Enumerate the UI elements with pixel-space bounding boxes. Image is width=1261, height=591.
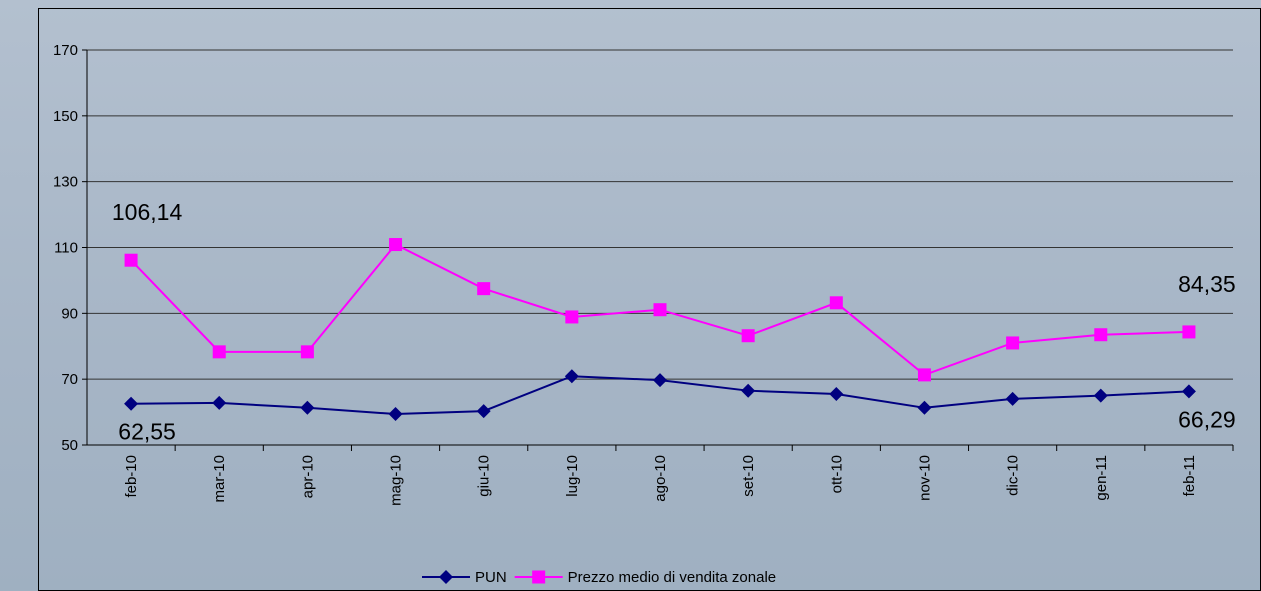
data-point (477, 282, 491, 296)
data-label: 106,14 (112, 199, 183, 225)
data-point (917, 400, 932, 415)
data-point (212, 395, 227, 410)
y-tick-label: 130 (53, 174, 78, 191)
data-point (1093, 388, 1108, 403)
data-point (1005, 391, 1020, 406)
data-point (829, 296, 843, 310)
data-point (564, 369, 579, 384)
data-point (1182, 325, 1196, 339)
data-point (1094, 328, 1108, 342)
data-point (1181, 384, 1196, 399)
y-tick-label: 170 (53, 42, 78, 59)
data-point (653, 373, 667, 388)
data-point (389, 238, 403, 252)
legend-item: Prezzo medio di vendita zonale (514, 569, 776, 586)
data-point (476, 404, 491, 419)
x-tick-label: giu-10 (476, 455, 493, 497)
x-tick-label: set-10 (740, 455, 757, 497)
x-tick-label: lug-10 (564, 455, 581, 497)
x-tick-label: nov-10 (916, 455, 933, 501)
x-tick-label: dic-10 (1005, 455, 1022, 496)
data-point (124, 253, 138, 267)
data-point (124, 396, 139, 411)
legend-item: PUN (422, 569, 507, 586)
x-tick-label: gen-11 (1093, 455, 1110, 501)
data-point (829, 386, 844, 401)
y-tick-label: 70 (61, 371, 78, 388)
x-tick-label: apr-10 (299, 455, 316, 498)
data-point (1006, 336, 1020, 350)
x-tick-label: feb-11 (1181, 455, 1198, 496)
data-point (300, 400, 315, 415)
y-tick-label: 110 (54, 240, 78, 257)
y-tick-label: 150 (53, 108, 78, 125)
data-point (212, 345, 226, 359)
data-label: 62,55 (118, 419, 176, 445)
y-tick-label: 50 (61, 437, 78, 454)
x-tick-label: mar-10 (211, 455, 228, 503)
data-point (388, 407, 403, 422)
data-label: 84,35 (1178, 271, 1236, 297)
x-tick-label: mag-10 (388, 455, 405, 506)
legend-label: PUN (475, 569, 507, 586)
legend-marker (439, 570, 453, 584)
legend-marker (532, 570, 546, 584)
x-tick-label: feb-10 (123, 455, 140, 498)
data-point (741, 383, 756, 398)
x-tick-label: ago-10 (652, 455, 669, 502)
data-point (653, 303, 667, 317)
data-point (565, 310, 579, 324)
data-point (300, 345, 314, 359)
data-point (741, 329, 755, 343)
legend-label: Prezzo medio di vendita zonale (568, 569, 776, 586)
x-tick-label: ott-10 (828, 455, 845, 493)
data-label: 66,29 (1178, 406, 1236, 432)
y-tick-label: 90 (61, 305, 78, 322)
data-point (917, 368, 931, 382)
